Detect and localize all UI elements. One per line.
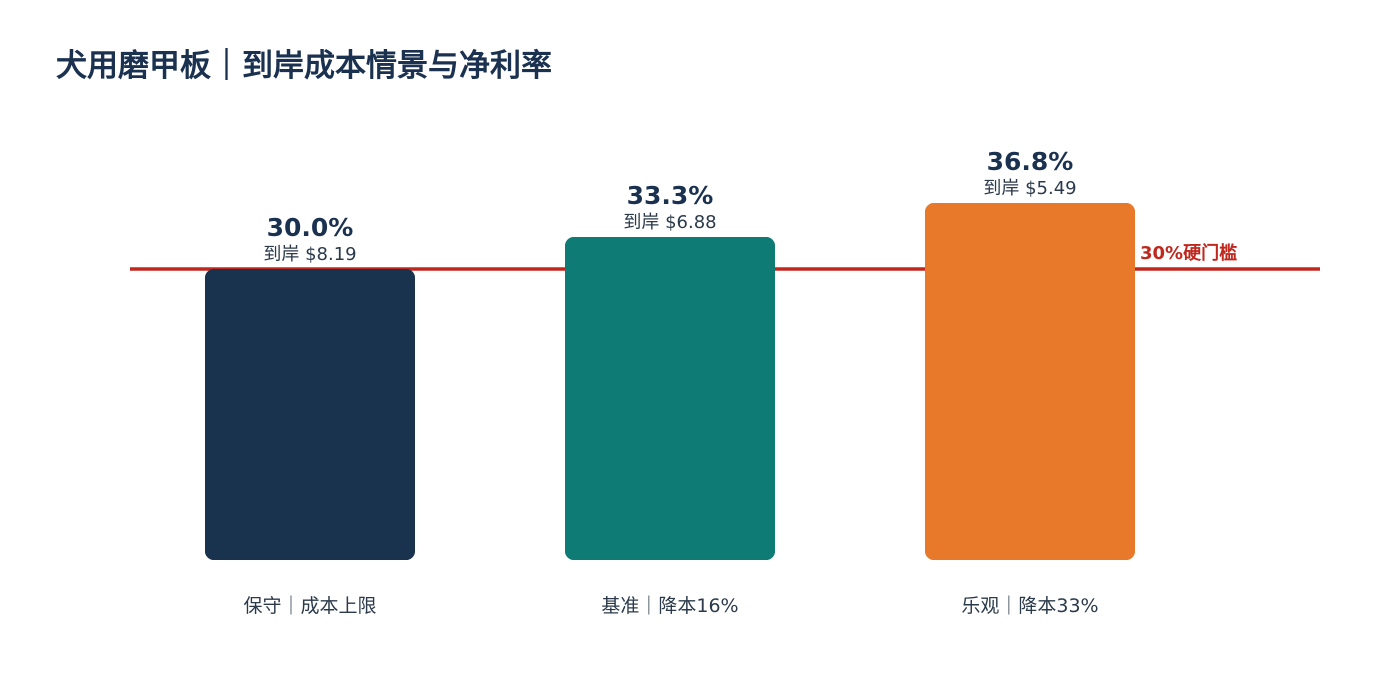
value-label-3: 36.8% xyxy=(987,147,1074,176)
category-label-1: 保守｜成本上限 xyxy=(243,595,376,617)
value-label-2: 33.3% xyxy=(627,181,714,210)
value-label-1: 30.0% xyxy=(267,213,354,242)
landed-cost-label-1: 到岸 $8.19 xyxy=(263,244,356,265)
bar-fill-2 xyxy=(565,236,775,561)
category-label-3: 乐观｜降本33% xyxy=(961,595,1098,617)
landed-cost-label-3: 到岸 $5.49 xyxy=(983,178,1076,199)
bar-fill-1 xyxy=(205,268,415,560)
chart-title: 犬用磨甲板｜到岸成本情景与净利率 xyxy=(56,48,552,84)
threshold-label: 30%硬门槛 xyxy=(1140,242,1237,264)
bar-fill-3 xyxy=(925,203,1135,560)
landed-cost-label-2: 到岸 $6.88 xyxy=(623,212,716,233)
category-label-2: 基准｜降本16% xyxy=(601,595,738,617)
